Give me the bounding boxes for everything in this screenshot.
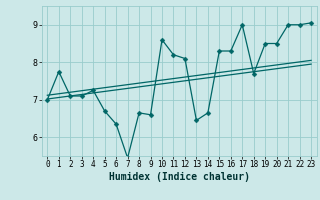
X-axis label: Humidex (Indice chaleur): Humidex (Indice chaleur) (109, 172, 250, 182)
